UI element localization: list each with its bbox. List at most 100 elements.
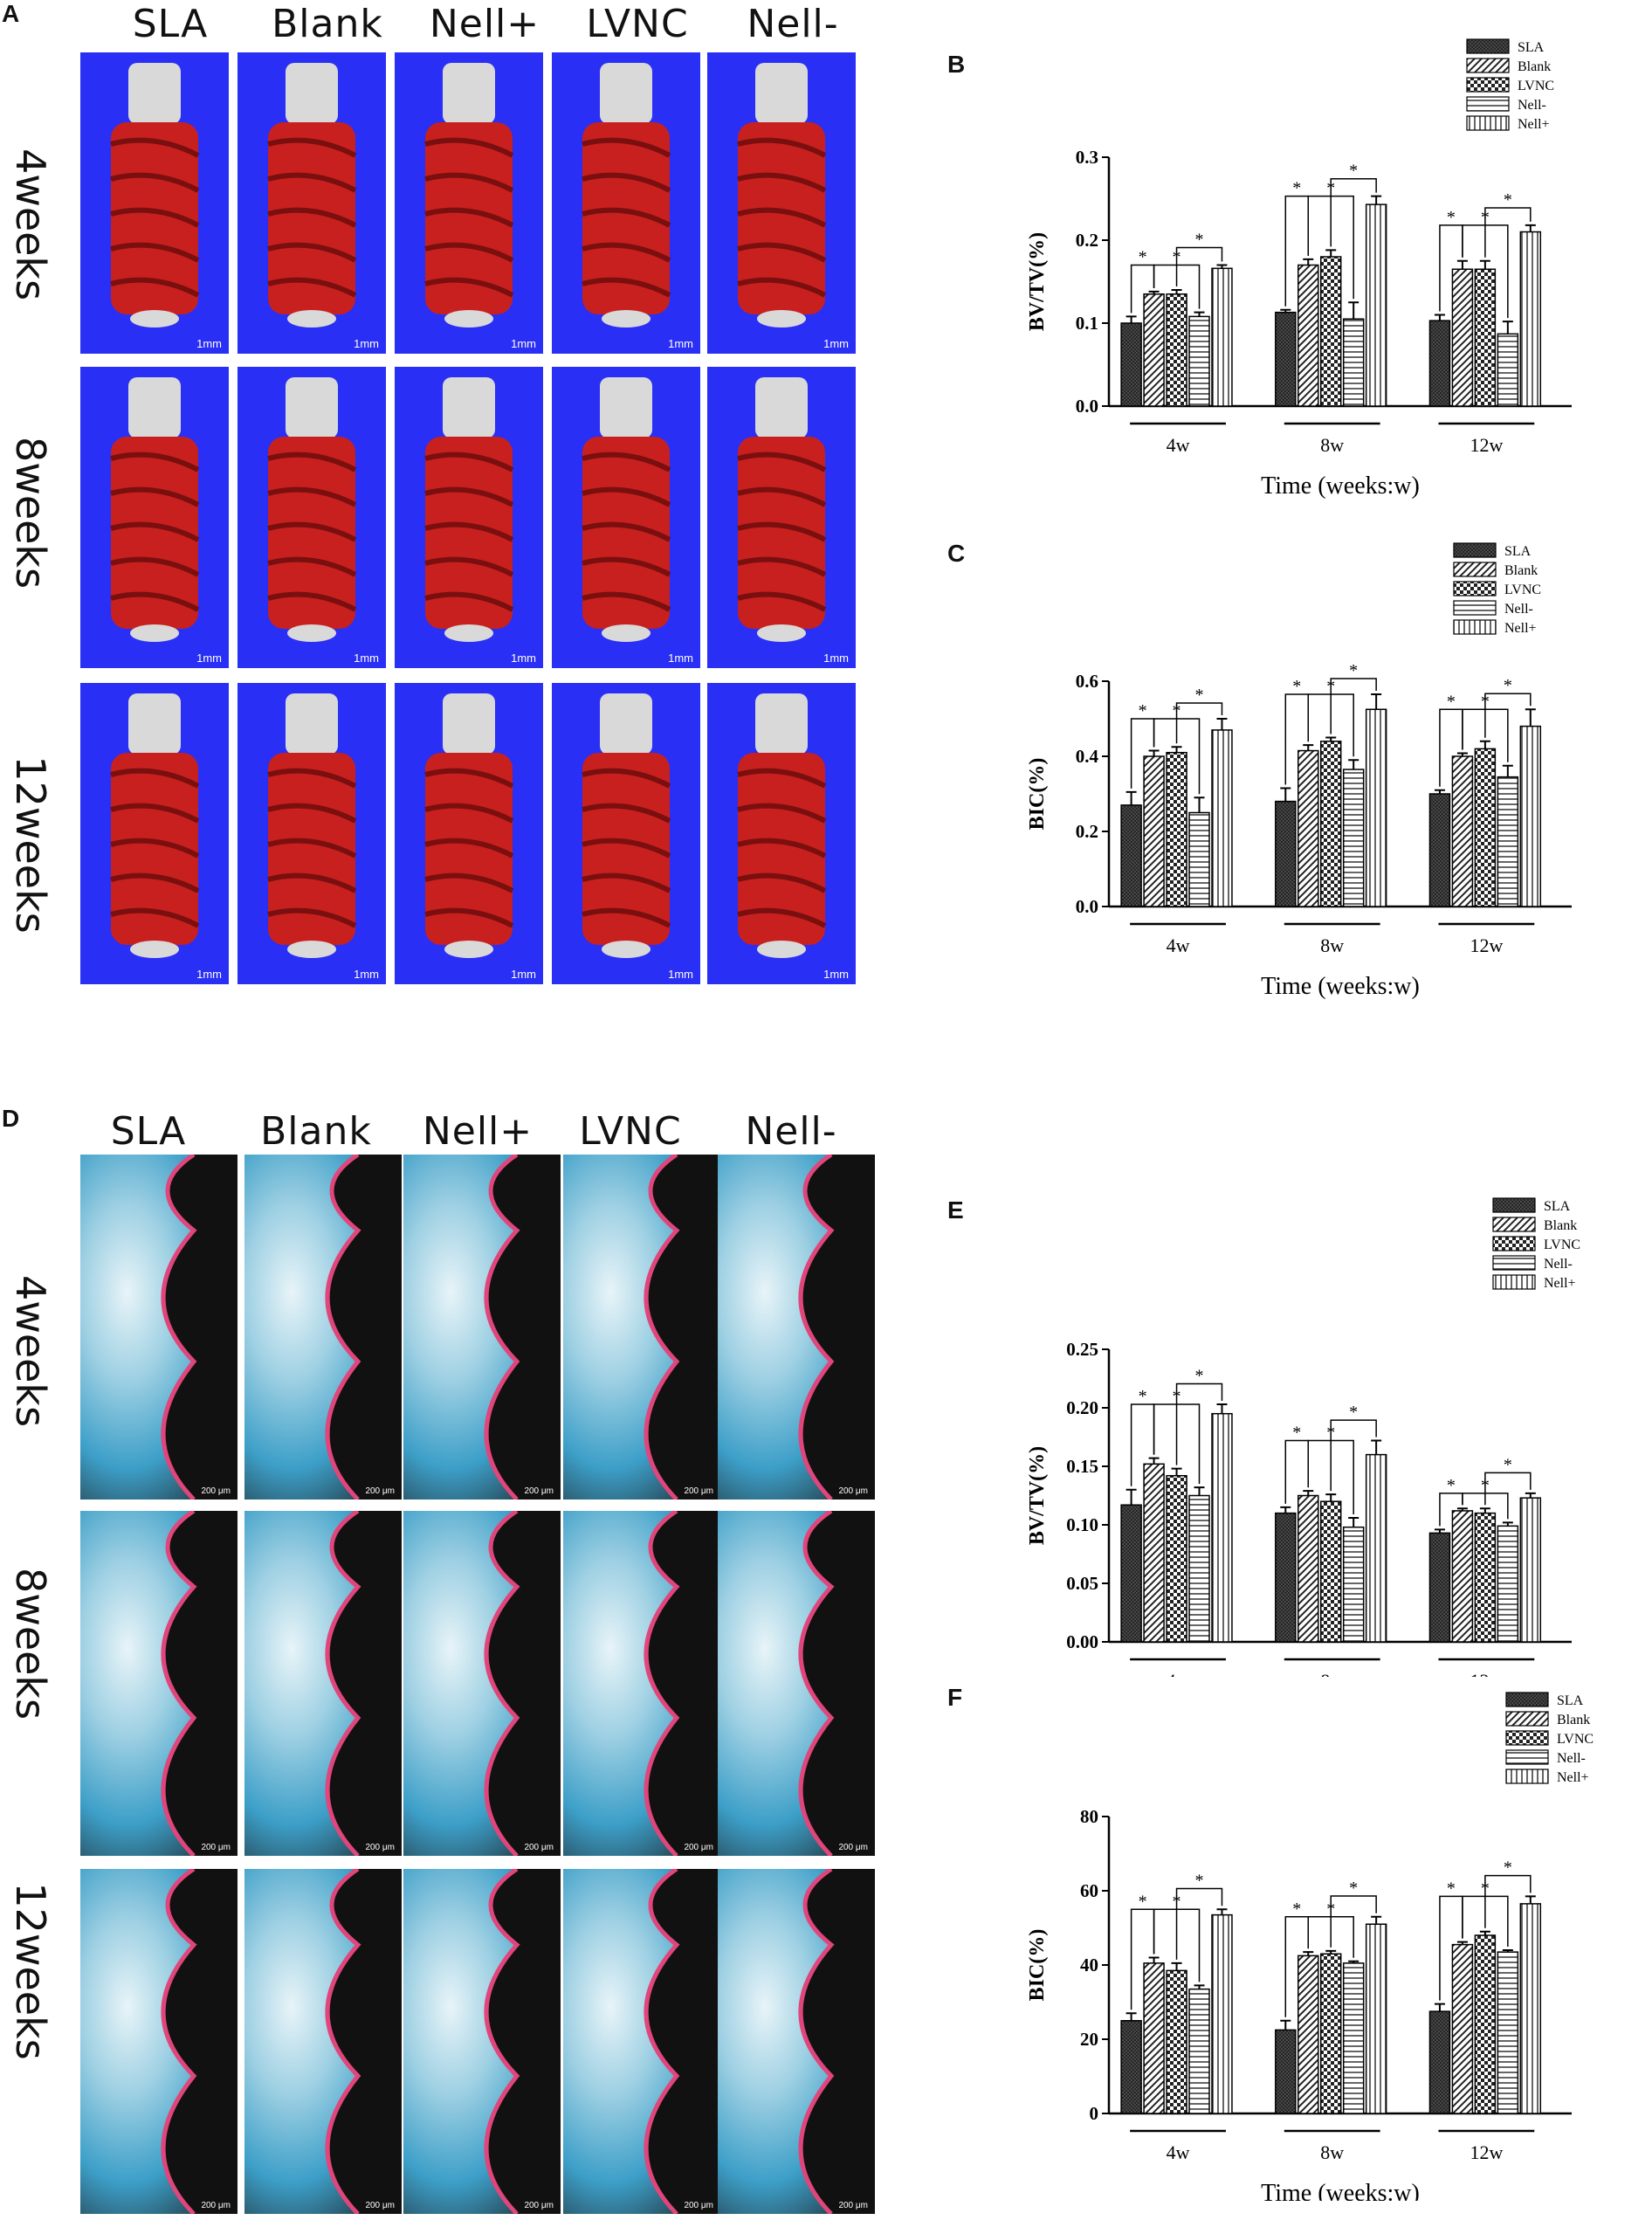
legend-label: SLA — [1544, 1199, 1571, 1214]
error-bar — [1171, 746, 1182, 753]
y-tick-label: 0.6 — [1076, 671, 1098, 692]
micro-ct-image: 1mm — [707, 367, 856, 668]
error-bar — [1456, 1507, 1468, 1511]
implant-render — [267, 377, 357, 642]
scale-bar-label: 200 μm — [365, 1843, 395, 1852]
error-bar — [1194, 311, 1205, 317]
bar — [1211, 1913, 1233, 2114]
significance-star: * — [1139, 1387, 1147, 1406]
bar — [1451, 755, 1474, 907]
error-bar — [1216, 264, 1228, 269]
implant-render — [110, 377, 200, 642]
error-bar — [1125, 790, 1137, 805]
bar — [1342, 1962, 1365, 2114]
micro-ct-image: 1mm — [80, 52, 229, 354]
error-bar — [1194, 1984, 1205, 1989]
y-tick-label: 0.25 — [1066, 1339, 1098, 1360]
legend-label: Blank — [1544, 1218, 1577, 1233]
y-axis-label: BIC(%) — [1026, 758, 1049, 831]
panel-letter-b: B — [947, 51, 966, 78]
bar-chart-e: 0.00 0.05 0.10 0.15 0.20 0.25 BV/TV(%) 4w * * * 8w *… — [1026, 1197, 1580, 1677]
significance-star: * — [1195, 1367, 1204, 1386]
x-axis-label: Time (weeks:w) — [1261, 472, 1420, 500]
error-bar — [1348, 1960, 1359, 1963]
scale-bar-label: 200 μm — [684, 2201, 713, 2210]
legend-label: Nell+ — [1504, 621, 1537, 636]
y-tick-label: 0.2 — [1076, 821, 1098, 842]
scale-bar-label: 1mm — [354, 652, 379, 665]
histology-image: 200 μm — [403, 1869, 561, 2214]
error-bar — [1479, 1930, 1490, 1935]
implant-render — [424, 63, 514, 328]
histology-image: 200 μm — [244, 1155, 402, 1500]
legend-label: SLA — [1557, 1693, 1584, 1708]
error-bar — [1125, 2012, 1137, 2021]
error-bar — [1303, 744, 1314, 751]
bar — [1120, 1504, 1142, 1643]
significance-star: * — [1447, 1879, 1456, 1898]
bar — [1298, 1955, 1319, 2114]
error-bar — [1216, 1403, 1228, 1414]
legend-label: Nell- — [1544, 1257, 1573, 1272]
column-header-lvnc-d: LVNC — [579, 1109, 682, 1154]
significance-star: * — [1504, 1858, 1512, 1878]
bar — [1497, 1951, 1519, 2114]
legend-swatch — [1505, 1692, 1549, 1707]
legend-swatch — [1453, 600, 1497, 616]
bar — [1143, 1962, 1165, 2114]
bar — [1275, 800, 1297, 907]
x-tick-label: 12w — [1470, 934, 1503, 956]
scale-bar-label: 200 μm — [684, 1486, 713, 1496]
bar — [1298, 264, 1319, 407]
micro-ct-image: 1mm — [707, 683, 856, 984]
error-bar — [1371, 1915, 1382, 1925]
histology-image: 200 μm — [718, 1511, 875, 1856]
y-tick-label: 60 — [1080, 1880, 1098, 1901]
implant-render — [737, 63, 827, 328]
row-label-8weeks-a: 8weeks — [7, 436, 54, 590]
error-bar — [1434, 789, 1445, 794]
error-bar — [1525, 1492, 1536, 1499]
error-bar — [1325, 249, 1337, 257]
y-tick-label: 0.0 — [1076, 396, 1098, 417]
significance-star: * — [1195, 231, 1204, 250]
bar — [1342, 318, 1365, 407]
bar — [1474, 748, 1497, 907]
y-tick-label: 20 — [1080, 2029, 1098, 2050]
histology-image: 200 μm — [403, 1511, 561, 1856]
legend-label: Nell- — [1518, 98, 1546, 113]
error-bar — [1325, 736, 1337, 741]
x-tick-label: 4w — [1167, 434, 1190, 456]
scale-bar-label: 1mm — [823, 968, 849, 981]
column-header-lvnc-a: LVNC — [586, 2, 689, 46]
bar — [1188, 811, 1210, 907]
significance-bracket — [1330, 1895, 1377, 1948]
significance-star: * — [1349, 1879, 1358, 1898]
error-bar — [1525, 708, 1536, 727]
histology-image: 200 μm — [80, 1511, 237, 1856]
legend-label: LVNC — [1504, 583, 1541, 597]
legend-label: Blank — [1518, 59, 1551, 74]
error-bar — [1280, 1506, 1291, 1513]
error-bar — [1325, 1493, 1337, 1502]
significance-star: * — [1292, 179, 1301, 198]
bar — [1474, 268, 1497, 407]
significance-bracket — [1175, 1887, 1223, 1960]
thread-profile — [161, 1511, 237, 1856]
bar — [1120, 322, 1142, 407]
error-bar — [1479, 1507, 1490, 1513]
thread-profile — [798, 1155, 875, 1500]
bar — [1451, 268, 1474, 407]
histology-image: 200 μm — [80, 1155, 237, 1500]
bar — [1166, 1969, 1187, 2114]
micro-ct-image: 1mm — [80, 683, 229, 984]
error-bar — [1171, 289, 1182, 294]
micro-ct-image: 1mm — [552, 683, 700, 984]
micro-ct-image: 1mm — [395, 52, 543, 354]
legend-label: LVNC — [1544, 1238, 1580, 1252]
significance-bracket — [1484, 207, 1532, 258]
bar — [1166, 1474, 1187, 1643]
scale-bar-label: 200 μm — [684, 1843, 713, 1852]
error-bar — [1456, 1941, 1468, 1945]
significance-star: * — [1447, 1476, 1456, 1495]
